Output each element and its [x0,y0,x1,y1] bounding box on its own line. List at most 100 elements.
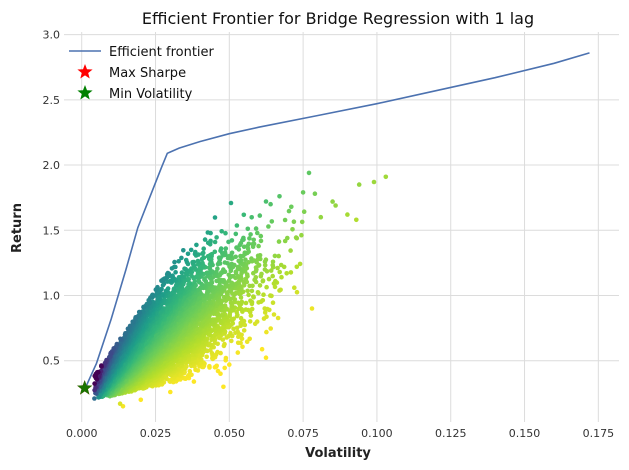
portfolio-point [354,217,359,223]
portfolio-point [118,336,123,342]
portfolio-point [249,256,254,261]
portfolio-point [130,319,135,325]
portfolio-point [185,251,191,257]
portfolio-point [222,260,228,265]
portfolio-point [371,179,377,185]
portfolio-point [276,253,282,259]
portfolio-point [262,267,268,272]
portfolio-point [257,213,263,218]
portfolio-point [223,246,229,251]
portfolio-point [221,267,226,272]
portfolio-point [249,215,254,220]
portfolio-point [215,368,221,374]
portfolio-point [212,239,218,245]
portfolio-point [299,219,305,225]
portfolio-point [219,229,224,234]
portfolio-point [259,271,264,277]
portfolio-point [299,232,304,238]
portfolio-point [266,224,271,229]
portfolio-point [247,236,252,241]
portfolio-point [188,247,194,253]
portfolio-point [292,285,297,291]
portfolio-point [207,363,212,369]
portfolio-point [277,269,283,275]
portfolio-point [233,330,238,336]
portfolio-point [258,233,264,239]
portfolio-point [248,232,253,237]
portfolio-point [215,349,220,355]
portfolio-point [253,265,259,270]
portfolio-point [270,273,276,279]
portfolio-point [245,226,251,232]
portfolio-point [253,275,259,280]
portfolio-point [270,300,276,306]
portfolio-point [182,266,187,272]
portfolio-point [263,257,269,263]
portfolio-point [269,219,275,224]
portfolio-point [239,319,245,325]
portfolio-point [231,326,236,332]
portfolio-point [288,270,294,275]
portfolio-point [245,288,250,294]
portfolio-point [195,258,201,264]
portfolio-point [214,235,219,240]
portfolio-point [270,262,276,268]
portfolio-point [246,292,251,298]
portfolio-point [227,362,232,367]
portfolio-point [233,231,239,237]
portfolio-point [159,278,164,284]
portfolio-point [168,389,173,395]
portfolio-point [263,199,269,204]
portfolio-point [226,272,232,278]
portfolio-point [247,319,253,324]
portfolio-point [251,270,256,276]
portfolio-point [214,278,219,284]
portfolio-point [251,237,256,243]
portfolio-point [222,341,227,347]
portfolio-point [224,290,229,295]
portfolio-point [242,250,248,255]
portfolio-point [255,290,261,295]
portfolio-point [117,401,123,407]
portfolio-point [234,245,239,250]
portfolio-point [235,300,241,306]
portfolio-point [246,260,251,265]
portfolio-point [228,300,234,306]
portfolio-point [253,226,259,231]
portfolio-point [256,243,261,249]
portfolio-point [262,306,268,311]
portfolio-point [205,253,211,259]
portfolio-point [218,246,224,251]
portfolio-point [246,241,252,247]
portfolio-point [256,300,261,305]
portfolio-point [234,325,240,331]
portfolio-point [278,262,284,268]
portfolio-point [268,268,274,273]
portfolio-point [290,227,295,232]
portfolio-point [125,326,131,332]
portfolio-point [294,264,300,270]
portfolio-point [249,288,255,294]
portfolio-point [241,244,247,250]
portfolio-point [123,331,128,336]
portfolio-point [160,282,166,288]
portfolio-point [226,239,231,245]
portfolio-point [264,284,269,290]
portfolio-point [243,300,249,306]
portfolio-point [330,199,335,204]
portfolio-point [294,289,300,295]
portfolio-point [277,288,282,293]
portfolio-point [268,201,273,207]
portfolio-point [172,259,177,265]
portfolio-point [219,298,225,304]
portfolio-point [248,298,253,304]
portfolio-point [194,242,199,248]
portfolio-point [277,194,282,199]
portfolio-point [216,255,222,260]
portfolio-point [213,332,218,337]
portfolio-point [264,329,269,335]
portfolio-point [201,246,206,251]
portfolio-point [179,270,185,275]
portfolio-point [202,237,208,242]
portfolio-point [272,253,278,259]
